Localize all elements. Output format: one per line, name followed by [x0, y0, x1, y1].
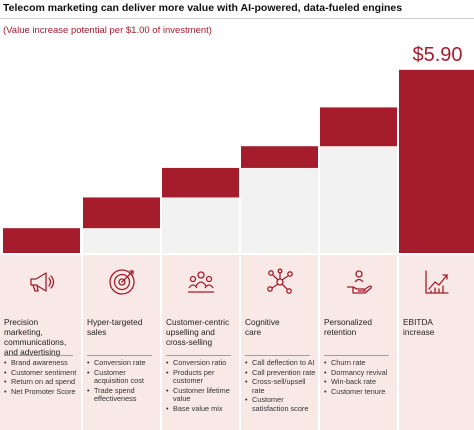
total-value-label: $5.90: [412, 44, 462, 66]
panel-divider: [166, 355, 231, 356]
metric-item: Products per customer: [166, 368, 237, 386]
metric-list: Churn rateDormancy revivalWin-back rateC…: [324, 358, 395, 397]
metric-item: Customer satisfaction score: [245, 396, 316, 413]
base-bar-5: [320, 146, 397, 253]
base-bar-3: [162, 197, 239, 253]
metric-item: Trade spend effectiveness: [87, 386, 158, 404]
customer-group-icon: [186, 267, 216, 297]
category-label: Cognitive care: [245, 317, 316, 337]
chart-subtitle: (Value increase potential per $1.00 of i…: [3, 25, 212, 36]
category-label-line: communications,: [4, 337, 67, 347]
category-label-line: increase: [403, 327, 435, 337]
category-label: Personalized retention: [324, 317, 395, 337]
category-label-line: care: [245, 327, 262, 337]
category-label-line: Cognitive: [245, 317, 280, 327]
network-nodes-icon: [265, 267, 295, 297]
metric-list: Call deflection to AICall prevention rat…: [245, 358, 316, 415]
metric-item: Return on ad spend: [4, 378, 79, 387]
waterfall-chart: $5.90: [3, 44, 474, 254]
category-label-line: Customer-centric: [166, 317, 230, 327]
metric-item: Churn rate: [324, 358, 395, 368]
category-label-line: sales: [87, 327, 107, 337]
metric-list: Conversion ratioProducts per customerCus…: [166, 358, 237, 415]
metric-item: Brand awareness: [4, 358, 79, 368]
panel-divider: [87, 355, 152, 356]
growth-chart-icon: [422, 267, 452, 297]
category-panel-3: Customer-centric upselling and cross-selli…: [160, 255, 239, 430]
target-icon: [107, 267, 137, 297]
metric-item: Win-back rate: [324, 378, 395, 387]
category-panel-1: Precision marketing, communications, and a…: [0, 255, 81, 430]
increment-bar-4: [241, 146, 318, 168]
category-label-line: EBITDA: [403, 317, 433, 327]
increment-bar-6: [399, 69, 474, 254]
metric-item: Customer lifetime value: [166, 386, 237, 404]
category-label-line: cross-selling: [166, 337, 213, 347]
metric-item: Conversion rate: [87, 358, 158, 368]
panel-divider: [4, 355, 73, 356]
category-label: EBITDA increase: [403, 317, 472, 337]
increment-bar-2: [83, 197, 160, 229]
metric-item: Base value mix: [166, 404, 237, 414]
increment-bar-5: [320, 107, 397, 147]
metric-item: Customer sentiment: [4, 368, 79, 378]
metric-item: Conversion ratio: [166, 358, 237, 368]
category-panels: Precision marketing, communications, and a…: [0, 255, 474, 430]
category-label-line: Personalized: [324, 317, 372, 327]
category-panel-6: EBITDA increase: [397, 255, 474, 430]
metric-item: Cross-sell/upsell rate: [245, 377, 316, 395]
base-bar-2: [83, 228, 160, 253]
metric-item: Customer acquisition cost: [87, 368, 158, 386]
metric-item: Call deflection to AI: [245, 358, 316, 368]
metric-item: Call prevention rate: [245, 368, 316, 378]
category-label-line: Hyper-targeted: [87, 317, 143, 327]
category-label: Hyper-targeted sales: [87, 317, 158, 337]
category-label-line: Precision marketing,: [4, 317, 43, 337]
category-label-line: and advertising: [4, 347, 61, 357]
metric-item: Dormancy revival: [324, 368, 395, 378]
metric-item: Customer tenure: [324, 387, 395, 397]
megaphone-icon: [26, 267, 56, 297]
metric-item: Net Promoter Score: [4, 387, 79, 397]
chart-title: Telecom marketing can deliver more value…: [3, 2, 403, 14]
panel-divider: [245, 355, 310, 356]
category-label: Customer-centric upselling and cross-selli…: [166, 317, 237, 347]
increment-bar-3: [162, 167, 239, 198]
category-label: Precision marketing, communications, and a…: [4, 317, 79, 357]
metric-list: Brand awarenessCustomer sentimentReturn …: [4, 358, 79, 397]
category-label-line: upselling and: [166, 327, 215, 337]
panel-divider: [324, 355, 389, 356]
base-bar-4: [241, 167, 318, 253]
title-divider: [0, 18, 474, 19]
category-label-line: retention: [324, 327, 357, 337]
metric-list: Conversion rateCustomer acquisition cost…: [87, 358, 158, 405]
increment-bar-1: [3, 228, 80, 253]
hand-person-icon: [344, 267, 374, 297]
